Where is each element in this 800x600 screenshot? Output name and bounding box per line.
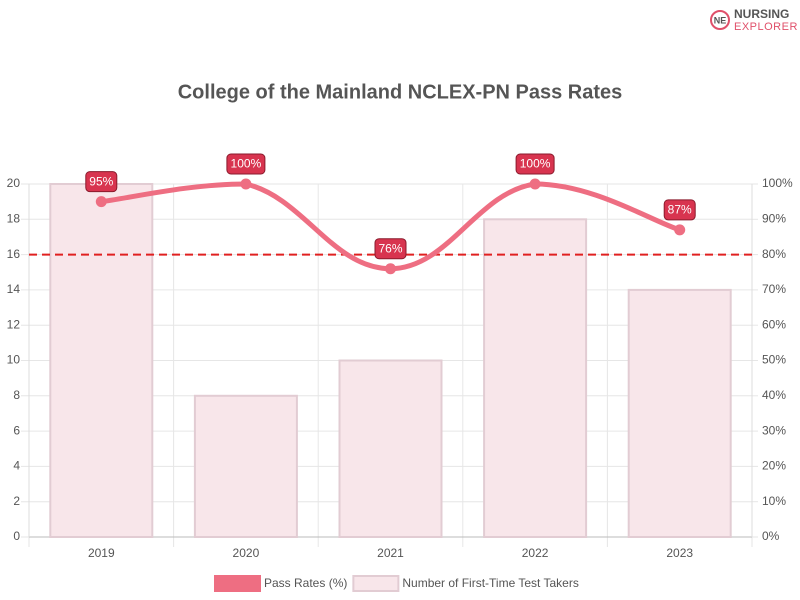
y-tick-label: 6 [13,423,20,437]
logo: NE NURSING EXPLORER [710,7,798,33]
data-label-box [663,199,696,221]
legend-swatch [214,575,261,592]
y-tick-label: 18 [7,211,21,225]
bar [338,359,443,538]
data-label: 95% [85,171,118,193]
y-tick-label: 0 [13,529,20,543]
legend-item: Pass Rates (%) [214,575,347,592]
chart-title: College of the Mainland NCLEX-PN Pass Ra… [178,81,623,103]
logo-icon [710,10,730,30]
logo-icon-letters: NE [714,15,727,25]
point [674,224,686,236]
y2-tick-label: 30% [762,423,786,437]
data-label: 100% [226,153,266,175]
data-label-box [226,153,266,175]
data-label-box [85,171,118,193]
y-tick-label: 2 [13,494,20,508]
x-tick-label: 2022 [522,546,549,560]
legend-label: Pass Rates (%) [264,576,347,590]
y2-tick-label: 100% [762,176,793,190]
logo-text: EXPLORER [734,21,798,33]
y2-tick-label: 40% [762,388,786,402]
y-tick-label: 8 [13,388,20,402]
point [529,178,541,190]
y-tick-label: 20 [7,176,21,190]
data-label-text: 87% [668,203,692,217]
point [240,178,252,190]
bar [193,394,298,538]
point [95,196,107,208]
y2-tick-label: 60% [762,317,786,331]
logo-text: NURSING [734,7,789,21]
y2-tick-label: 20% [762,459,786,473]
data-label: 76% [374,238,407,260]
legend-label: Number of First-Time Test Takers [402,576,578,590]
data-label-box [515,153,555,175]
y2-tick-label: 70% [762,282,786,296]
data-label-text: 100% [520,157,551,171]
y2-tick-label: 50% [762,353,786,367]
y2-tick-label: 90% [762,211,786,225]
y-tick-label: 4 [13,459,20,473]
data-label: 87% [663,199,696,221]
y2-tick-label: 10% [762,494,786,508]
y-tick-label: 12 [7,317,21,331]
data-label-text: 100% [231,157,262,171]
bar [627,288,732,538]
data-label: 100% [515,153,555,175]
x-tick-label: 2019 [88,546,115,560]
data-label-text: 76% [378,241,402,255]
data-label-box [374,238,407,260]
data-label-text: 95% [89,174,113,188]
legend-item: Number of First-Time Test Takers [352,575,579,592]
x-tick-label: 2021 [377,546,404,560]
x-tick-label: 2020 [233,546,260,560]
bar [483,218,588,539]
bar [49,183,154,538]
legend-swatch [352,575,400,592]
y2-tick-label: 0% [762,529,780,543]
y-tick-label: 14 [7,282,21,296]
point [385,263,396,275]
y-tick-label: 10 [7,353,21,367]
y2-tick-label: 80% [762,247,786,261]
x-tick-label: 2023 [666,546,693,560]
y-tick-label: 16 [7,247,21,261]
